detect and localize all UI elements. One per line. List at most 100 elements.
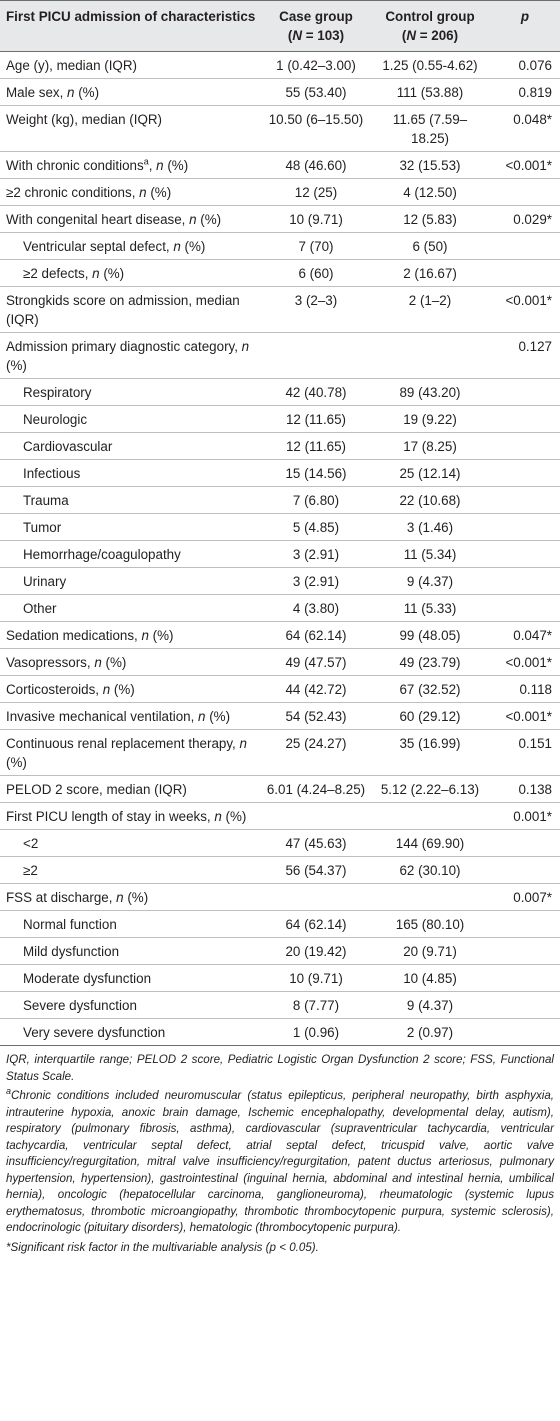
- case-value: 42 (40.78): [262, 378, 370, 406]
- p-value: 0.007*: [490, 883, 560, 911]
- table-row: Infectious 15 (14.56) 25 (12.14): [0, 459, 560, 487]
- row-label: Other: [0, 594, 262, 622]
- footnote-significance: *Significant risk factor in the multivar…: [6, 1240, 319, 1254]
- case-value: 7 (70): [262, 232, 370, 260]
- table-row: Cardiovascular 12 (11.65) 17 (8.25): [0, 432, 560, 460]
- table-row: With congenital heart disease, n (%) 10 (…: [0, 205, 560, 233]
- control-value: 11.65 (7.59–18.25): [370, 105, 490, 152]
- p-value: [490, 1018, 560, 1046]
- table-row: Severe dysfunction 8 (7.77) 9 (4.37): [0, 991, 560, 1019]
- case-value: 64 (62.14): [262, 910, 370, 938]
- row-label: Cardiovascular: [0, 432, 262, 460]
- control-value: 165 (80.10): [370, 910, 490, 938]
- row-label: Hemorrhage/coagulopathy: [0, 540, 262, 568]
- row-label: Strongkids score on admission, median (I…: [0, 286, 262, 333]
- row-label: With congenital heart disease, n (%): [0, 205, 262, 233]
- case-value: 10 (9.71): [262, 205, 370, 233]
- case-value: 5 (4.85): [262, 513, 370, 541]
- p-value: [490, 937, 560, 965]
- row-label: Respiratory: [0, 378, 262, 406]
- control-value: 5.12 (2.22–6.13): [370, 775, 490, 803]
- control-value: 2 (1–2): [370, 286, 490, 333]
- row-label: Severe dysfunction: [0, 991, 262, 1019]
- table-row: Mild dysfunction 20 (19.42) 20 (9.71): [0, 937, 560, 965]
- p-value: [490, 378, 560, 406]
- case-value: 6 (60): [262, 259, 370, 287]
- p-value: [490, 910, 560, 938]
- case-value: 55 (53.40): [262, 78, 370, 106]
- table-row: Vasopressors, n (%) 49 (47.57) 49 (23.79) <…: [0, 648, 560, 676]
- p-value: [490, 991, 560, 1019]
- table-row: Respiratory 42 (40.78) 89 (43.20): [0, 378, 560, 406]
- control-value: 25 (12.14): [370, 459, 490, 487]
- case-value: 15 (14.56): [262, 459, 370, 487]
- p-value: 0.118: [490, 675, 560, 703]
- p-value: [490, 856, 560, 884]
- table-row: ≥2 56 (54.37) 62 (30.10): [0, 856, 560, 884]
- table-row: Admission primary diagnostic category, n…: [0, 332, 560, 379]
- p-value: 0.076: [490, 51, 560, 79]
- p-value: 0.001*: [490, 802, 560, 830]
- row-label: Neurologic: [0, 405, 262, 433]
- table-row: Male sex, n (%) 55 (53.40) 111 (53.88) 0.81…: [0, 78, 560, 106]
- control-value: 2 (0.97): [370, 1018, 490, 1046]
- table-row: Corticosteroids, n (%) 44 (42.72) 67 (32.5…: [0, 675, 560, 703]
- control-value: 3 (1.46): [370, 513, 490, 541]
- p-value: [490, 829, 560, 857]
- control-value: 67 (32.52): [370, 675, 490, 703]
- control-value: 60 (29.12): [370, 702, 490, 730]
- case-value: 1 (0.96): [262, 1018, 370, 1046]
- p-value: <0.001*: [490, 286, 560, 333]
- row-label: ≥2: [0, 856, 262, 884]
- row-label: First PICU length of stay in weeks, n (%…: [0, 802, 262, 830]
- p-value: [490, 540, 560, 568]
- p-value: [490, 432, 560, 460]
- control-value: 22 (10.68): [370, 486, 490, 514]
- case-value: 25 (24.27): [262, 729, 370, 776]
- p-value: 0.029*: [490, 205, 560, 233]
- p-value: 0.138: [490, 775, 560, 803]
- p-value: [490, 405, 560, 433]
- case-value: 8 (7.77): [262, 991, 370, 1019]
- control-value: 6 (50): [370, 232, 490, 260]
- table-row: ≥2 chronic conditions, n (%) 12 (25) 4 (12…: [0, 178, 560, 206]
- table-row: PELOD 2 score, median (IQR) 6.01 (4.24–8.…: [0, 775, 560, 803]
- table-row: Strongkids score on admission, median (I…: [0, 286, 560, 333]
- table-row: Invasive mechanical ventilation, n (%) 54…: [0, 702, 560, 730]
- table-row: Trauma 7 (6.80) 22 (10.68): [0, 486, 560, 514]
- table-row: Other 4 (3.80) 11 (5.33): [0, 594, 560, 622]
- table-row: Normal function 64 (62.14) 165 (80.10): [0, 910, 560, 938]
- p-value: [490, 486, 560, 514]
- p-value: 0.127: [490, 332, 560, 379]
- row-label: Weight (kg), median (IQR): [0, 105, 262, 152]
- table-row: <2 47 (45.63) 144 (69.90): [0, 829, 560, 857]
- row-label: Age (y), median (IQR): [0, 51, 262, 79]
- row-label: Sedation medications, n (%): [0, 621, 262, 649]
- header-control-label: Control group: [385, 9, 475, 24]
- table-row: Tumor 5 (4.85) 3 (1.46): [0, 513, 560, 541]
- case-value: 44 (42.72): [262, 675, 370, 703]
- case-value: 12 (25): [262, 178, 370, 206]
- table-row: Neurologic 12 (11.65) 19 (9.22): [0, 405, 560, 433]
- control-value: 11 (5.33): [370, 594, 490, 622]
- row-label: Male sex, n (%): [0, 78, 262, 106]
- footnote-abbreviations: IQR, interquartile range; PELOD 2 score,…: [6, 1053, 554, 1083]
- p-value: 0.048*: [490, 105, 560, 152]
- control-value: 9 (4.37): [370, 567, 490, 595]
- case-value: 3 (2.91): [262, 567, 370, 595]
- control-value: 89 (43.20): [370, 378, 490, 406]
- control-value: 10 (4.85): [370, 964, 490, 992]
- control-value: 144 (69.90): [370, 829, 490, 857]
- header-case-group: Case group (N = 103): [262, 0, 370, 52]
- p-value: <0.001*: [490, 702, 560, 730]
- p-value: 0.819: [490, 78, 560, 106]
- p-value: [490, 594, 560, 622]
- table-row: FSS at discharge, n (%) 0.007*: [0, 883, 560, 911]
- control-value: 20 (9.71): [370, 937, 490, 965]
- header-characteristics: First PICU admission of characteristics: [0, 0, 262, 52]
- row-label: FSS at discharge, n (%): [0, 883, 262, 911]
- table-row: Weight (kg), median (IQR) 10.50 (6–15.50)…: [0, 105, 560, 152]
- case-value: 3 (2.91): [262, 540, 370, 568]
- p-value: [490, 459, 560, 487]
- case-value: 48 (46.60): [262, 151, 370, 179]
